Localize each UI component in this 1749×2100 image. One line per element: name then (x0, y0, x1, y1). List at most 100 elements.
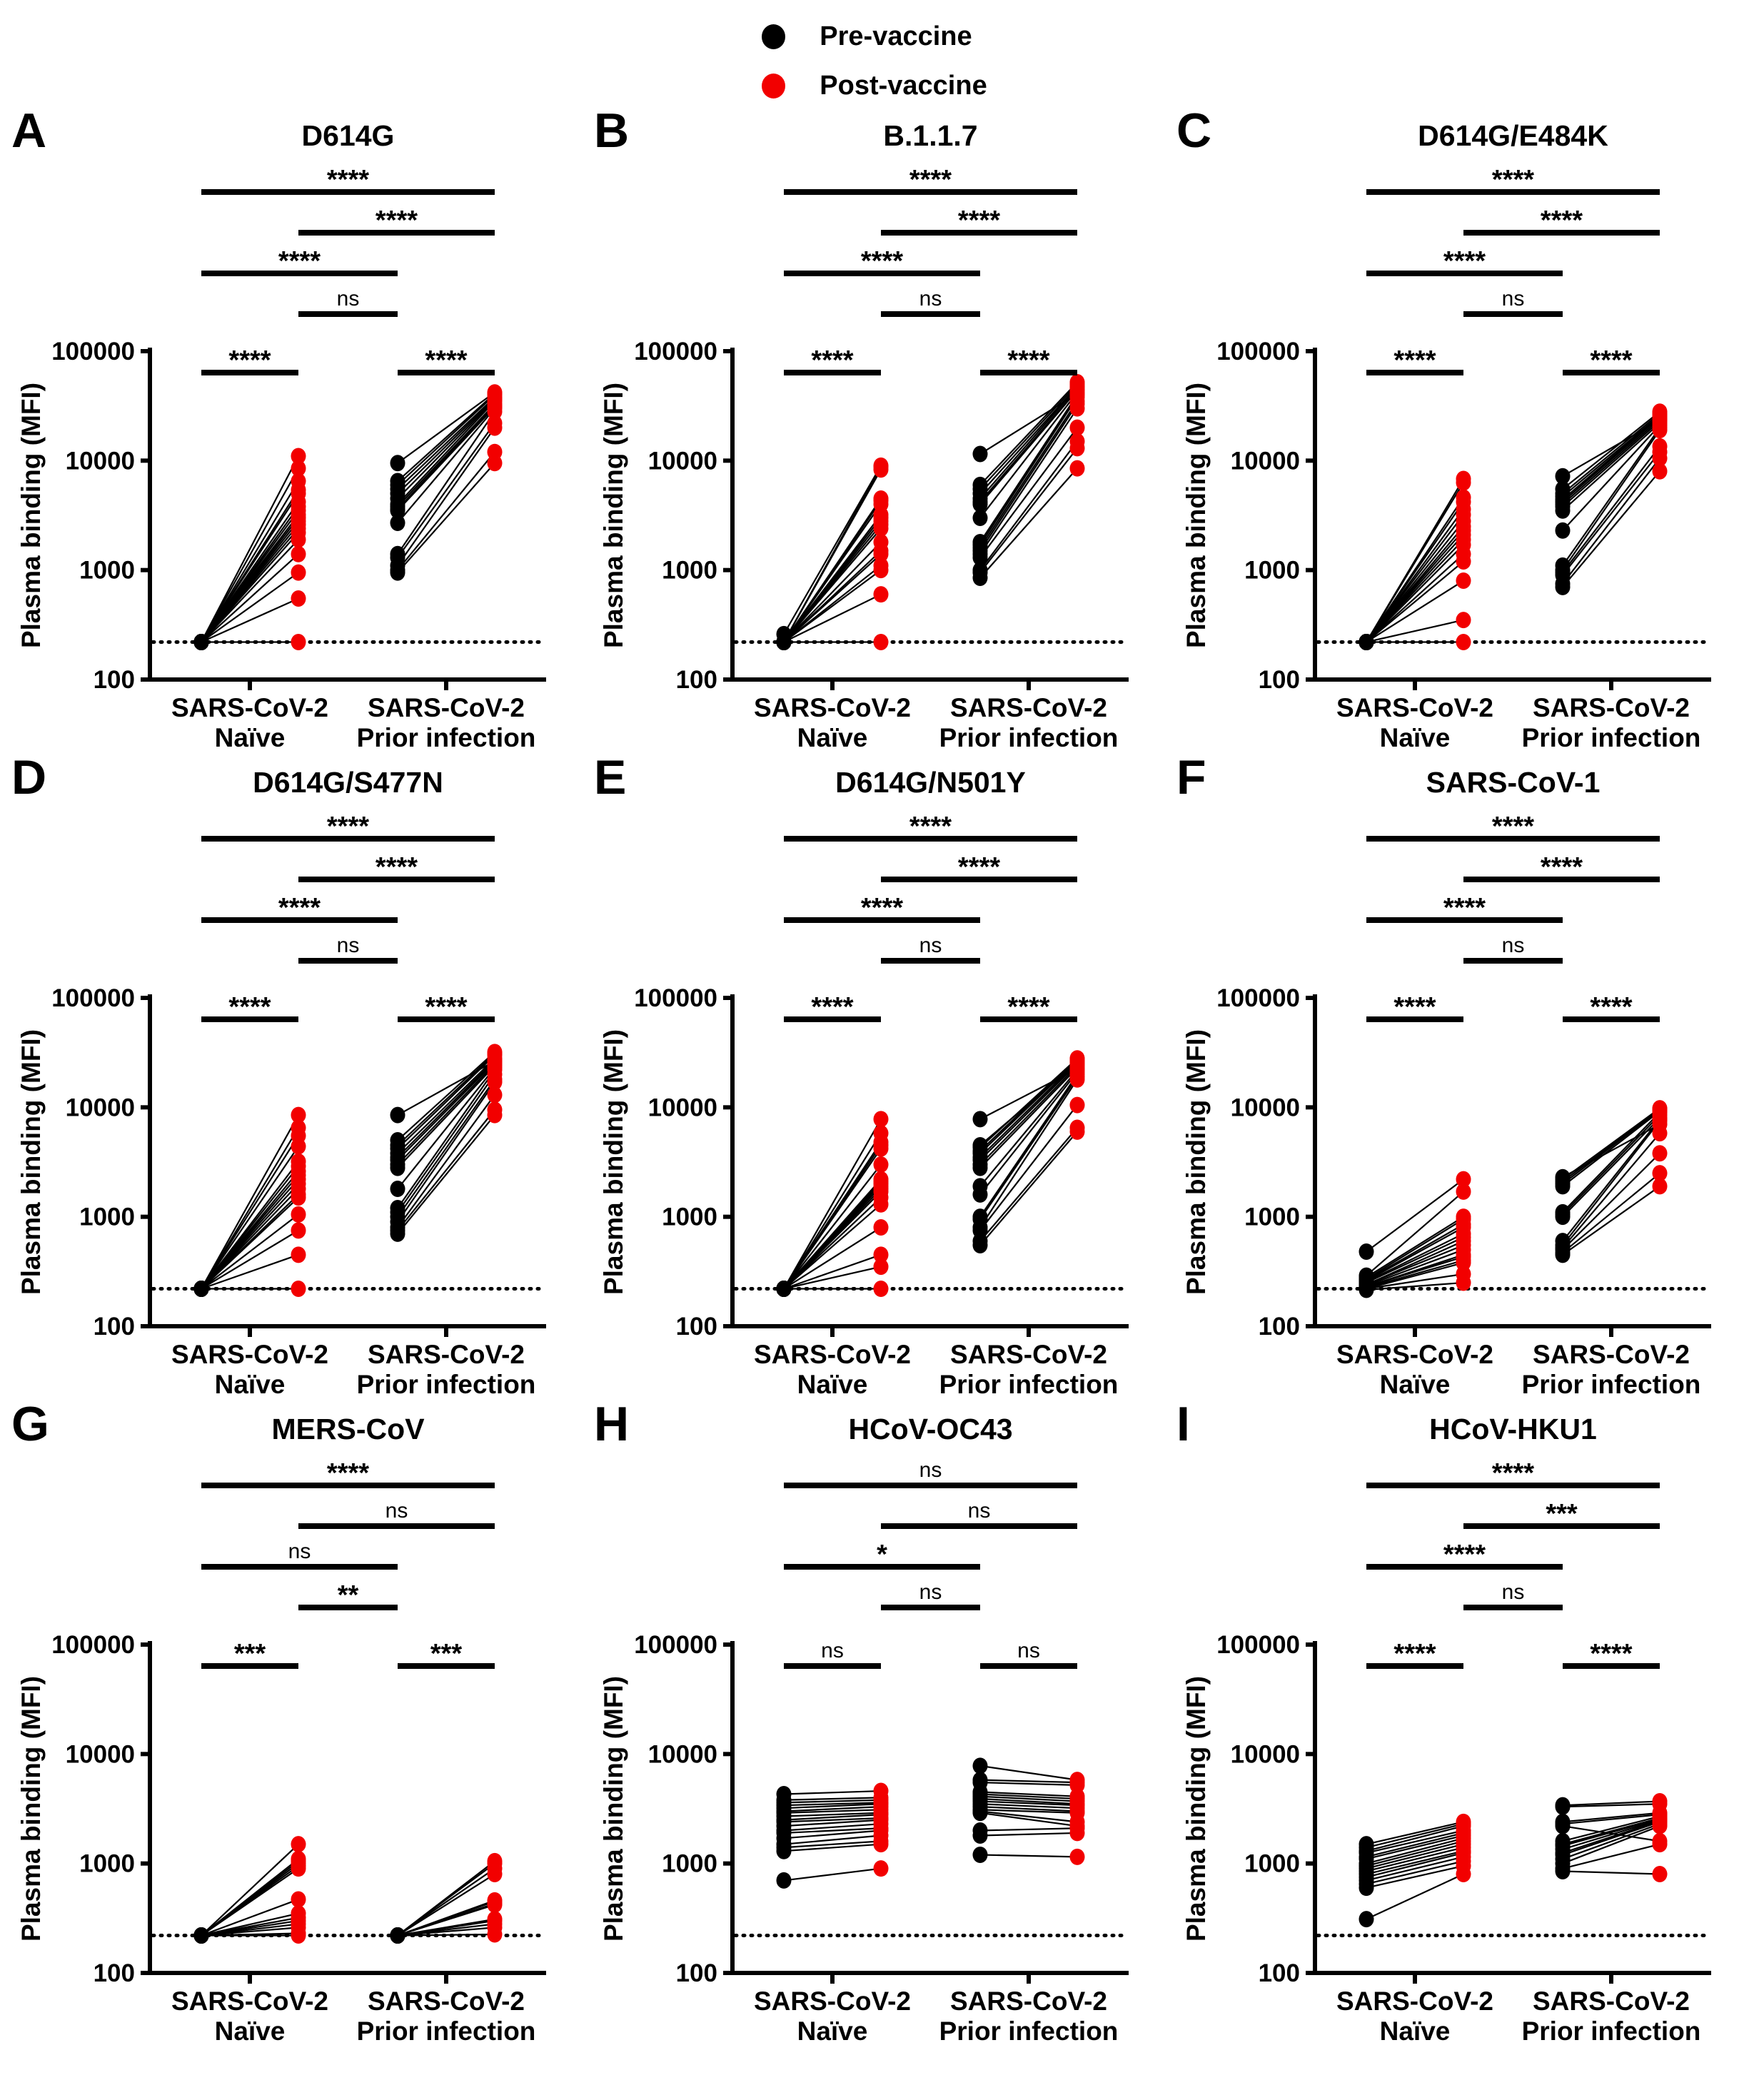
significance-label: **** (1393, 992, 1436, 1022)
pair-line (979, 388, 1078, 503)
data-point-prior_post (1069, 419, 1085, 436)
significance-label: ns (919, 1580, 942, 1604)
data-point-prior_post (487, 384, 503, 401)
y-tick-label: 100000 (51, 338, 135, 365)
pair-line (1366, 497, 1464, 643)
data-point-naive_post (291, 460, 306, 477)
pair-line (1562, 414, 1660, 498)
data-point-prior_post (487, 1852, 503, 1869)
pair-line (979, 1854, 1078, 1858)
pair-line (201, 1229, 299, 1290)
data-point-naive_post (873, 633, 889, 650)
data-point-prior_post (1069, 385, 1085, 402)
data-point-naive_post (873, 1219, 889, 1236)
data-point-naive_post (291, 1850, 306, 1867)
pair-line (979, 1074, 1078, 1218)
pair-line (1366, 1856, 1464, 1882)
panel-letter: I (1176, 1397, 1190, 1451)
x-group-label-line2: Naïve (1380, 2016, 1451, 2046)
data-point-prior_post (1652, 411, 1668, 428)
pair-line (979, 1104, 1078, 1231)
pair-line (979, 396, 1078, 545)
y-tick-label: 100 (676, 1313, 717, 1341)
pair-line (1562, 458, 1660, 585)
significance-label: **** (327, 165, 369, 195)
data-point-prior_pre (1555, 557, 1571, 574)
pair-line (397, 396, 495, 490)
y-tick-label: 1000 (79, 557, 135, 585)
pair-line (1562, 1814, 1660, 1825)
pair-line (1366, 1840, 1464, 1867)
pair-line (979, 1065, 1078, 1166)
data-point-naive_post (1456, 572, 1471, 590)
significance-label: **** (861, 246, 903, 276)
pair-line (397, 463, 495, 573)
data-point-naive_post (873, 1246, 889, 1263)
data-point-naive_post (873, 1156, 889, 1173)
pair-line (1366, 1236, 1464, 1283)
pair-line (397, 1899, 495, 1937)
pair-line (783, 1799, 882, 1804)
data-point-naive_post (291, 473, 306, 490)
x-group-label-line1: SARS-CoV-2 (754, 1340, 911, 1369)
data-point-naive_post (873, 1782, 889, 1799)
pair-line (1562, 1819, 1660, 1854)
data-point-naive_post (291, 1206, 306, 1223)
pair-line (783, 1814, 882, 1821)
y-axis-label: Plasma binding (MFI) (599, 1029, 628, 1295)
data-point-naive_post (873, 534, 889, 551)
pair-line (979, 1063, 1078, 1161)
data-point-naive_post (873, 1258, 889, 1276)
data-point-prior_pre (390, 1131, 405, 1149)
data-point-prior_pre (390, 455, 405, 472)
panel-title: D614G/S477N (253, 766, 443, 799)
pair-line (1366, 1865, 1464, 1889)
y-tick-label: 1000 (1244, 557, 1300, 585)
pair-line (979, 1057, 1078, 1149)
x-group-label-line1: SARS-CoV-2 (1336, 1987, 1493, 2016)
panel-letter: A (11, 104, 47, 158)
pair-line (397, 1109, 495, 1231)
pair-line (979, 392, 1078, 519)
pair-line (1562, 1817, 1660, 1845)
panel-letter: F (1176, 750, 1206, 804)
y-tick-label: 100 (676, 666, 717, 694)
data-point-prior_post (1069, 1119, 1085, 1136)
data-point-prior_post (1069, 460, 1085, 477)
panel-title: D614G/E484K (1418, 119, 1608, 152)
data-point-prior_post (1652, 1832, 1668, 1849)
pair-line (783, 1797, 882, 1801)
pair-line (1562, 1818, 1660, 1847)
pair-line (783, 1809, 882, 1814)
pair-line (397, 1065, 495, 1168)
pair-line (979, 1803, 1078, 1809)
y-tick-label: 100000 (634, 984, 717, 1012)
data-point-prior_pre (1555, 1203, 1571, 1221)
x-group-label-line2: Naïve (1380, 723, 1451, 752)
legend-item-pre-vaccine: Pre-vaccine (762, 21, 972, 52)
pair-line (397, 411, 495, 555)
y-tick-label: 100000 (51, 1631, 135, 1659)
pair-line (783, 498, 882, 643)
data-point-naive_pre (1359, 1911, 1374, 1928)
pair-line (783, 1163, 882, 1290)
significance-label: ns (1502, 287, 1525, 311)
pair-line (783, 1867, 882, 1882)
pair-line (979, 1071, 1078, 1196)
y-tick-label: 100 (1259, 666, 1300, 694)
data-point-naive_post (291, 1891, 306, 1908)
pair-line (979, 1797, 1078, 1805)
data-point-prior_pre (972, 510, 988, 527)
pair-line (1366, 1852, 1464, 1878)
data-point-naive_pre (1359, 1267, 1374, 1284)
y-tick-label: 100000 (1216, 338, 1300, 365)
significance-label: ns (385, 1499, 408, 1523)
pair-line (1562, 1119, 1660, 1242)
pair-line (1562, 1124, 1660, 1178)
pair-line (979, 1809, 1078, 1814)
y-axis-label: Plasma binding (MFI) (599, 383, 628, 648)
pair-line (397, 1933, 495, 1937)
y-tick-label: 1000 (79, 1203, 135, 1231)
x-group-label-line1: SARS-CoV-2 (754, 693, 911, 722)
data-point-naive_post (291, 1836, 306, 1853)
